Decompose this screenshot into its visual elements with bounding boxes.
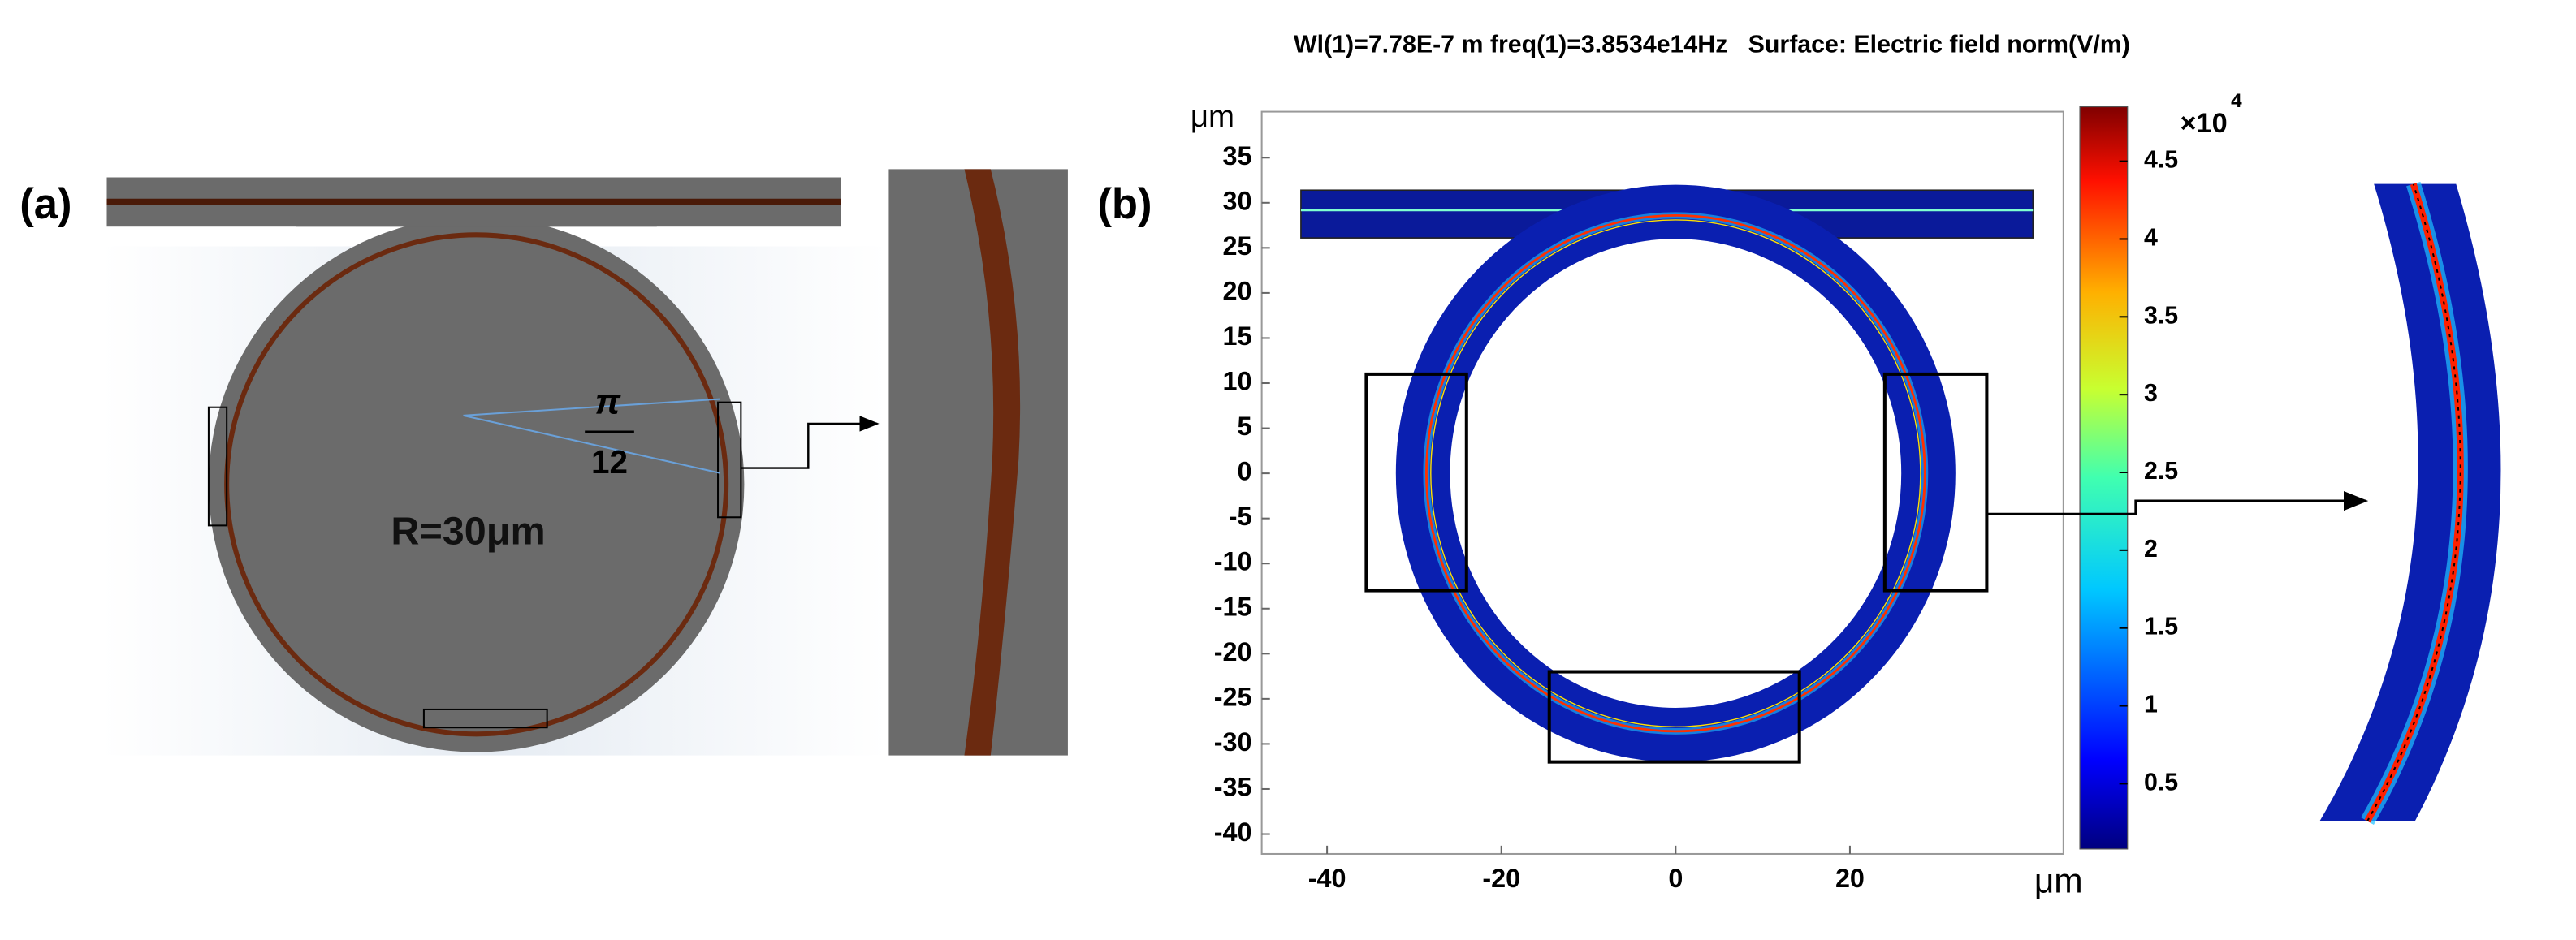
region-box bbox=[207, 406, 228, 527]
arrow bbox=[1986, 490, 2369, 515]
panel-label: (b) bbox=[1097, 180, 1152, 228]
region-box bbox=[1547, 670, 1801, 764]
panel-b: (b) Wl(1)=7.78E-7 m freq(1)=3.8534e14Hz … bbox=[1097, 32, 2501, 901]
region-box bbox=[1882, 372, 1989, 593]
ring-field bbox=[1425, 213, 1926, 733]
colorbar bbox=[2079, 106, 2129, 850]
x-axis-label: μm bbox=[2034, 863, 2083, 901]
angle-denominator: 12 bbox=[591, 443, 628, 481]
y-tick-label: -40 bbox=[1214, 817, 1252, 847]
angle-line bbox=[463, 398, 720, 416]
ring-field bbox=[1430, 219, 1921, 728]
y-tick-label: -10 bbox=[1214, 547, 1252, 576]
x-tick-label: -20 bbox=[1482, 864, 1520, 893]
colorbar-tick-label: 3.5 bbox=[2144, 302, 2178, 329]
y-tick-label: 25 bbox=[1222, 231, 1251, 261]
x-tick-label: 20 bbox=[1835, 864, 1865, 893]
y-tick-label: -35 bbox=[1214, 773, 1252, 802]
y-tick-label: -20 bbox=[1214, 637, 1252, 666]
angle-numerator: π bbox=[595, 382, 622, 421]
region-box bbox=[422, 708, 548, 729]
region-box bbox=[717, 401, 742, 519]
colorbar-tick-label: 4 bbox=[2144, 224, 2158, 251]
colorbar-tick-label: 2.5 bbox=[2144, 458, 2178, 485]
zoom-core bbox=[964, 169, 1021, 756]
ring-waveguide bbox=[1395, 184, 1956, 762]
panel-label: (a) bbox=[19, 180, 71, 228]
arrow bbox=[741, 416, 880, 469]
colorbar-exponent: 4 bbox=[2231, 90, 2242, 112]
colorbar-tick-label: 1 bbox=[2144, 692, 2158, 718]
colorbar-tick-label: 0.5 bbox=[2144, 769, 2178, 796]
colorbar-tick-label: 1.5 bbox=[2144, 614, 2178, 640]
colorbar-tick-label: 4.5 bbox=[2144, 147, 2178, 174]
x-tick-label: -40 bbox=[1308, 864, 1346, 893]
y-axis-label: μm bbox=[1191, 99, 1234, 134]
y-tick-label: 5 bbox=[1237, 412, 1251, 441]
y-tick-label: 15 bbox=[1222, 321, 1251, 351]
panel-a: π 12 R=30μm (a) bbox=[19, 169, 1068, 756]
y-tick-label: 20 bbox=[1222, 276, 1251, 305]
angle-line bbox=[463, 414, 720, 474]
x-tick-label: 0 bbox=[1668, 864, 1683, 893]
y-tick-label: -5 bbox=[1229, 502, 1252, 531]
chart-title: Wl(1)=7.78E-7 m freq(1)=3.8534e14Hz Surf… bbox=[1294, 32, 2130, 58]
y-tick-label: 10 bbox=[1222, 367, 1251, 396]
y-tick-label: 0 bbox=[1237, 457, 1251, 486]
colorbar-tick-label: 2 bbox=[2144, 536, 2158, 563]
plot-frame bbox=[1260, 110, 2064, 855]
region-box bbox=[1364, 372, 1468, 593]
y-tick-label: -30 bbox=[1214, 727, 1252, 757]
y-tick-label: 30 bbox=[1222, 186, 1251, 215]
ring-disk bbox=[208, 217, 745, 752]
y-tick-label: 35 bbox=[1222, 141, 1251, 170]
ring-glow bbox=[1423, 212, 1929, 735]
y-tick-label: -25 bbox=[1214, 682, 1252, 711]
zoom-field bbox=[2366, 183, 2461, 822]
colorbar-tick-label: 3 bbox=[2144, 380, 2158, 407]
colorbar-multiplier: ×10 bbox=[2180, 108, 2227, 139]
y-tick-label: -15 bbox=[1214, 592, 1252, 621]
radius-label: R=30μm bbox=[391, 509, 545, 553]
